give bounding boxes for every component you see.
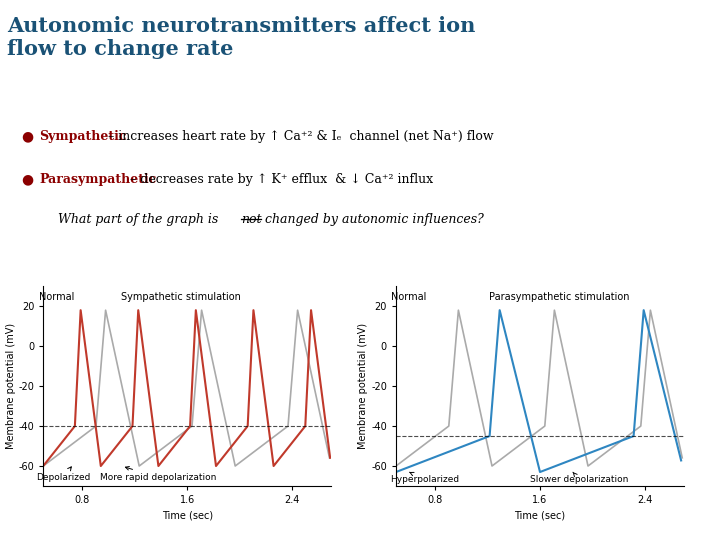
Text: Depolarized: Depolarized bbox=[36, 467, 90, 482]
Text: ●: ● bbox=[22, 173, 34, 187]
Text: Sympathetic stimulation: Sympathetic stimulation bbox=[121, 292, 240, 302]
Text: Slower depolarization: Slower depolarization bbox=[530, 472, 629, 484]
Y-axis label: Membrane potential (mV): Membrane potential (mV) bbox=[359, 323, 369, 449]
Text: – increases heart rate by ↑ Ca⁺² & Iₑ  channel (net Na⁺) flow: – increases heart rate by ↑ Ca⁺² & Iₑ ch… bbox=[104, 130, 494, 143]
Text: ●: ● bbox=[22, 130, 34, 144]
Text: changed by autonomic influences?: changed by autonomic influences? bbox=[261, 213, 485, 226]
X-axis label: Time (sec): Time (sec) bbox=[514, 511, 566, 521]
Text: Parasympathetic stimulation: Parasympathetic stimulation bbox=[490, 292, 630, 302]
Y-axis label: Membrane potential (mV): Membrane potential (mV) bbox=[6, 323, 16, 449]
Text: What part of the graph is: What part of the graph is bbox=[58, 213, 222, 226]
X-axis label: Time (sec): Time (sec) bbox=[161, 511, 213, 521]
Text: Sympathetic: Sympathetic bbox=[40, 130, 127, 143]
Text: Normal: Normal bbox=[392, 292, 427, 302]
Text: Parasympathetic: Parasympathetic bbox=[40, 173, 157, 186]
Text: not: not bbox=[241, 213, 261, 226]
Text: More rapid depolarization: More rapid depolarization bbox=[100, 467, 217, 482]
Text: – decreases rate by ↑ K⁺ efflux  & ↓ Ca⁺² influx: – decreases rate by ↑ K⁺ efflux & ↓ Ca⁺²… bbox=[126, 173, 433, 186]
Text: Autonomic neurotransmitters affect ion
flow to change rate: Autonomic neurotransmitters affect ion f… bbox=[7, 16, 476, 59]
Text: Normal: Normal bbox=[39, 292, 74, 302]
Text: Hyperpolarized: Hyperpolarized bbox=[390, 472, 459, 484]
